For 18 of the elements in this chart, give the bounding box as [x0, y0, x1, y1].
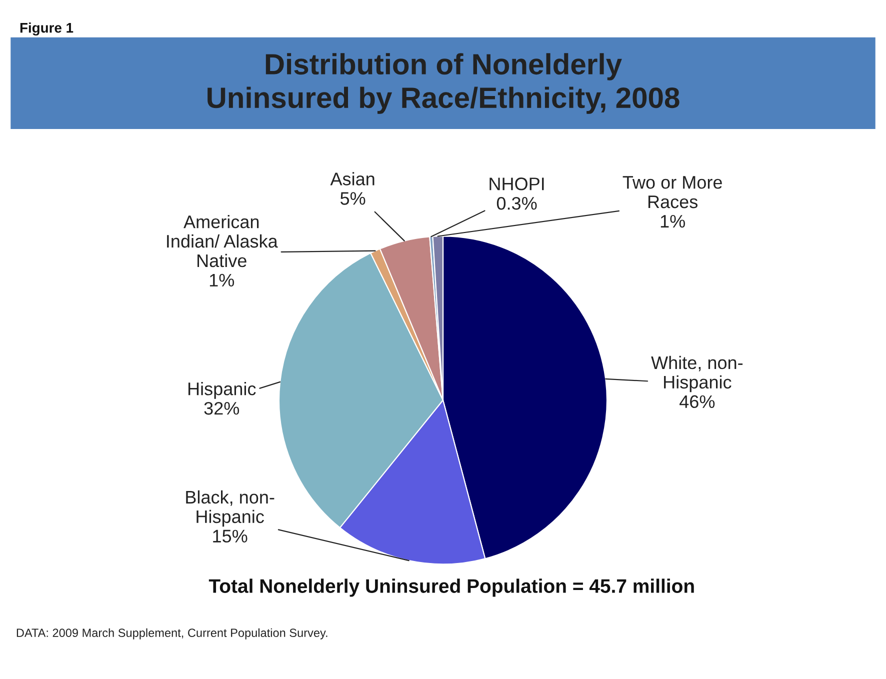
data-label: 15% — [213, 530, 248, 543]
data-label: 46% — [680, 395, 715, 408]
data-label: 1% — [660, 214, 685, 228]
slice-label: Black, non-Hispanic — [186, 490, 274, 527]
data-label: 1% — [210, 274, 234, 287]
data-label: 5% — [340, 192, 366, 205]
chart-title: Distribution of Nonelderly Uninsured by Race/Ethnicity, 2008 — [208, 53, 680, 114]
slice-label: Asian — [330, 172, 374, 186]
text: DATA: 2009 March Supplement, Current Population Survey. — [16, 628, 328, 640]
caption: Figure 1 — [20, 22, 74, 36]
slice-label: American Indian/ Alaska Native — [167, 214, 278, 268]
slice-label: NHOPI — [490, 178, 544, 190]
slice-label: Hispanic — [188, 382, 256, 399]
slice-label: White, non-Hispanic — [651, 356, 743, 392]
text: Total Nonelderly Uninsured Population = 45.7 million — [208, 578, 694, 597]
data-label: 32% — [204, 402, 240, 415]
slice-label: Two or More Races — [622, 176, 722, 208]
data-label: 0.3% — [496, 196, 537, 210]
